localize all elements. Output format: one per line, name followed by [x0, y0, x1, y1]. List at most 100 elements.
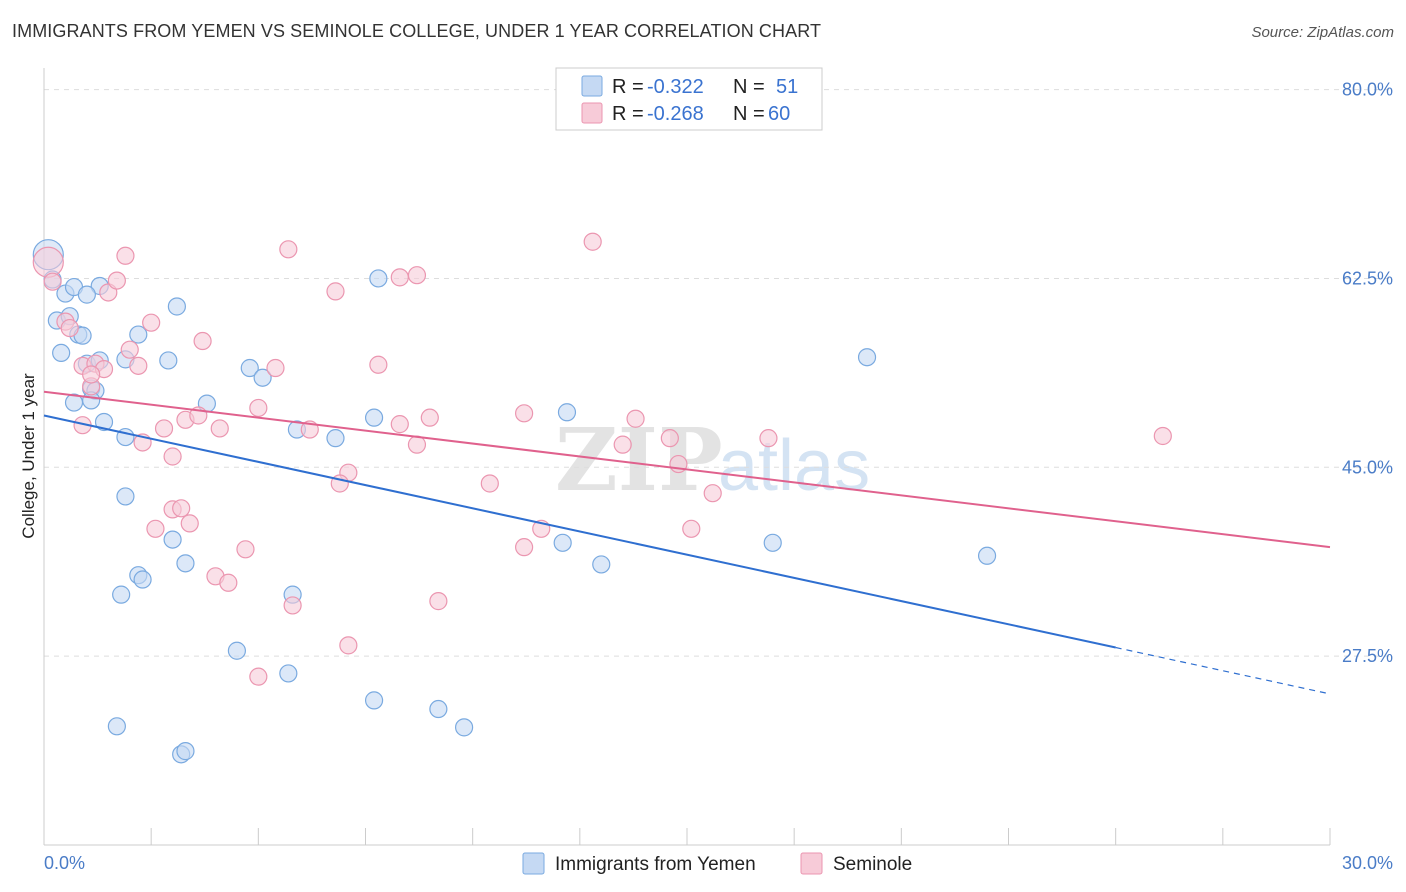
y-tick-label: 27.5%: [1342, 646, 1393, 666]
yemen-point: [592, 555, 611, 574]
seminole-point: [210, 419, 229, 438]
seminole-point: [390, 268, 409, 287]
yemen-point: [557, 403, 577, 422]
x-tick-label-max: 30.0%: [1342, 853, 1393, 873]
seminole-point: [82, 365, 101, 384]
seminole-point: [703, 484, 722, 503]
seminole-point: [583, 232, 602, 251]
yemen-point: [364, 408, 384, 427]
yemen-point: [159, 351, 178, 370]
seminole-point: [146, 519, 165, 538]
y-tick-label: 62.5%: [1342, 268, 1393, 288]
yemen-point: [227, 641, 246, 660]
seminole-point: [60, 318, 79, 338]
legend-n-value-seminole: 60: [768, 103, 790, 125]
y-tick-labels: 27.5% 45.0% 62.5% 80.0%: [1342, 80, 1393, 667]
chart-source: Source: ZipAtlas.com: [1251, 24, 1394, 41]
seminole-point: [219, 573, 238, 592]
yemen-point: [176, 554, 195, 573]
seminole-point: [172, 499, 191, 518]
yemen-point: [326, 429, 345, 448]
seminole-point: [154, 419, 174, 438]
seminole-point: [613, 435, 632, 454]
seminole-point: [326, 282, 345, 301]
legend-n-label-yemen: N =: [733, 76, 770, 98]
seminole-point: [407, 435, 427, 454]
yemen-point: [429, 699, 448, 719]
legend-r-label-seminole: R =: [612, 103, 649, 125]
series-legend-label-seminole: Seminole: [833, 854, 912, 875]
yemen-point: [240, 358, 259, 378]
seminole-point: [249, 667, 268, 686]
series-legend: Immigrants from Yemen Seminole: [522, 852, 912, 875]
seminole-point: [283, 596, 302, 615]
legend-n-value-yemen: 51: [776, 76, 798, 98]
seminole-point: [43, 272, 62, 291]
seminole-point: [339, 636, 358, 655]
seminole-point: [236, 540, 255, 559]
seminole-point: [429, 592, 448, 611]
yemen-point: [163, 530, 182, 549]
seminole-point: [120, 340, 139, 359]
yemen-point: [77, 285, 96, 304]
legend-swatch-seminole: [581, 102, 603, 124]
yemen-point: [112, 585, 131, 604]
svg-text:atlas: atlas: [718, 426, 870, 506]
series-seminole-points: [32, 232, 1172, 686]
seminole-point: [249, 398, 268, 418]
x-ticks: [43, 828, 1331, 845]
series-legend-swatch-yemen: [522, 852, 545, 875]
yemen-point: [553, 533, 572, 552]
seminole-point: [107, 271, 126, 290]
seminole-point: [116, 246, 135, 265]
yemen-point: [364, 691, 384, 710]
legend-r-value-yemen: -0.322: [647, 76, 704, 98]
series-legend-swatch-seminole: [800, 852, 823, 875]
seminole-point: [407, 266, 427, 285]
trend-line-yemen: [43, 414, 1116, 649]
yemen-point: [133, 570, 152, 589]
seminole-point: [626, 409, 645, 428]
yemen-point: [52, 343, 71, 362]
yemen-point: [129, 325, 148, 344]
seminole-point: [369, 355, 388, 374]
trend-line-seminole: [43, 390, 1331, 549]
seminole-point: [390, 415, 409, 434]
y-tick-label: 80.0%: [1342, 80, 1393, 100]
yemen-point: [176, 742, 195, 761]
seminole-point: [660, 429, 679, 448]
seminole-point: [1153, 426, 1172, 446]
yemen-point: [107, 717, 126, 736]
seminole-point: [420, 408, 439, 427]
yemen-point: [369, 269, 388, 288]
legend-r-value-seminole: -0.268: [647, 103, 704, 125]
stats-legend: R = -0.322 N = 51 R = -0.268 N = 60: [555, 67, 823, 131]
seminole-point: [32, 246, 64, 278]
y-tick-label: 45.0%: [1342, 457, 1393, 477]
seminole-point: [480, 474, 499, 493]
yemen-point: [116, 487, 135, 506]
seminole-point: [279, 240, 298, 259]
yemen-point: [279, 664, 298, 683]
seminole-point: [193, 331, 212, 351]
yemen-point: [253, 368, 272, 387]
seminole-point: [142, 313, 161, 332]
seminole-point: [759, 429, 778, 448]
trend-line-yemen-extension: [1115, 646, 1331, 695]
yemen-point: [763, 533, 782, 552]
x-tick-label-min: 0.0%: [44, 853, 85, 873]
legend-n-label-seminole: N =: [733, 103, 770, 125]
seminole-point: [180, 514, 199, 533]
y-axis-title: College, Under 1 year: [19, 373, 38, 539]
yemen-point: [857, 348, 877, 367]
yemen-point: [167, 297, 186, 316]
series-legend-label-yemen: Immigrants from Yemen: [555, 854, 756, 875]
seminole-point: [163, 447, 182, 466]
legend-swatch-yemen: [581, 75, 603, 97]
yemen-point: [977, 546, 997, 565]
legend-r-label-yemen: R =: [612, 76, 649, 98]
seminole-point: [266, 358, 285, 378]
trend-lines: [43, 390, 1331, 695]
seminole-point: [129, 356, 148, 375]
